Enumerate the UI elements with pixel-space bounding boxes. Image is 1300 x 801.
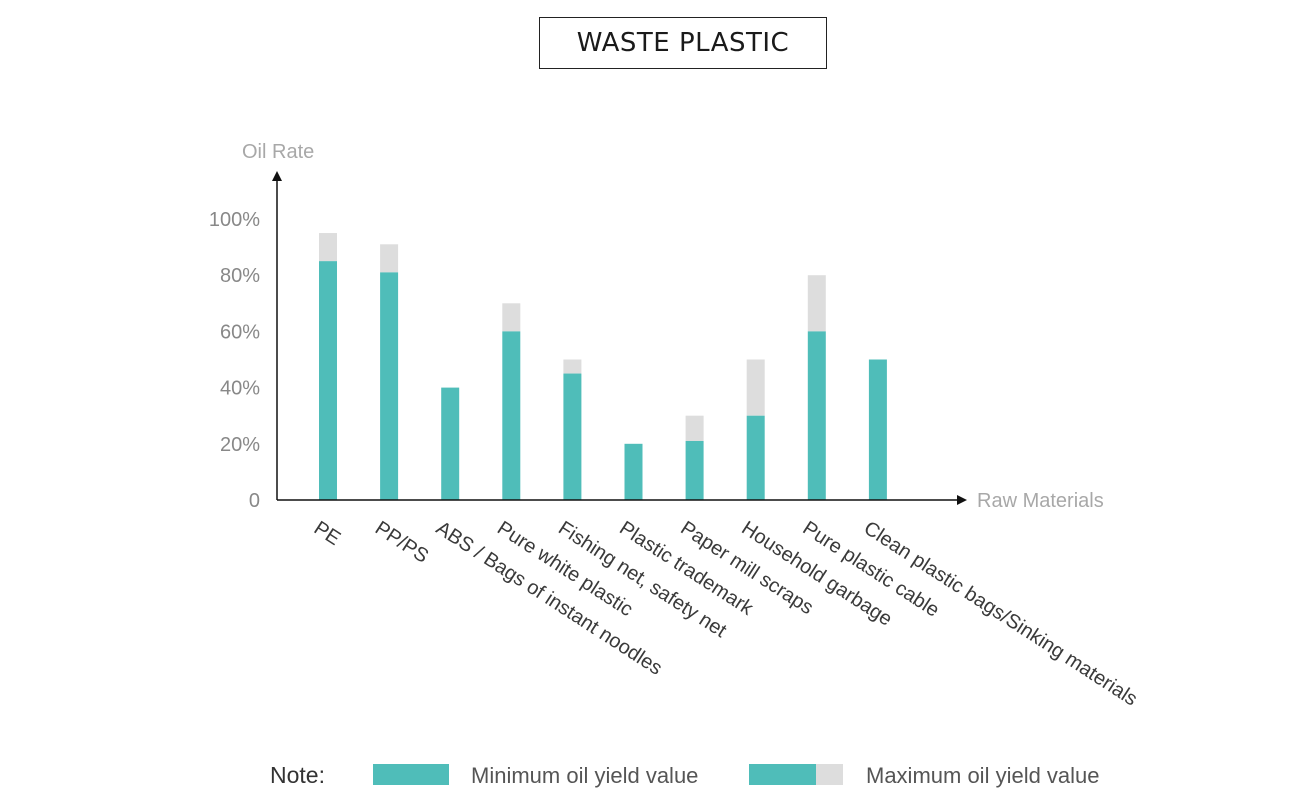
legend-label-minimum: Minimum oil yield value [471, 763, 699, 788]
x-category-label: PE [310, 517, 344, 550]
x-axis-label: Raw Materials [977, 490, 1104, 512]
bar-max-segment [563, 359, 582, 374]
y-tick-label: 80% [220, 265, 260, 287]
bar-max-segment [319, 233, 337, 262]
bar-chart: Oil Rate Raw Materials 0 20% 40% 60% 80% 100%… [209, 141, 1141, 711]
y-axis-arrow [272, 171, 282, 181]
y-axis-label: Oil Rate [242, 141, 314, 163]
bar-min-segment [380, 272, 399, 500]
chart-title: WASTE PLASTIC [539, 17, 827, 69]
legend: Note: Minimum oil yield value Maximum oi… [0, 756, 1300, 796]
x-axis-arrow [957, 495, 967, 505]
bar-max-segment [685, 415, 704, 441]
bar-min-segment [563, 373, 582, 500]
legend-swatch-maximum [749, 764, 843, 785]
legend-label-maximum: Maximum oil yield value [866, 763, 1100, 788]
y-tick-label: 60% [220, 321, 260, 343]
legend-note: Note: [270, 762, 325, 788]
bar-min-segment [685, 440, 704, 500]
y-tick-label: 40% [220, 378, 260, 400]
bar-max-segment [502, 303, 521, 332]
bar-max-segment [380, 244, 399, 273]
bar-max-segment [746, 359, 765, 416]
x-category-label: Clean plastic bags/Sinking materials [860, 517, 1141, 710]
bar-max-segment [807, 275, 826, 332]
legend-swatch-minimum [373, 764, 449, 785]
y-tick-label: 20% [220, 434, 260, 456]
bar-min-segment [502, 331, 521, 500]
bar-min-segment [746, 415, 765, 500]
bar-min-segment [807, 331, 826, 500]
x-category-label: PP/PS [371, 517, 432, 568]
y-tick-label: 0 [249, 490, 260, 512]
bar-min-segment [441, 387, 460, 500]
bar-min-segment [624, 443, 643, 500]
bar-min-segment [319, 261, 337, 500]
y-tick-label: 100% [209, 209, 260, 231]
bar-min-segment [868, 359, 887, 500]
